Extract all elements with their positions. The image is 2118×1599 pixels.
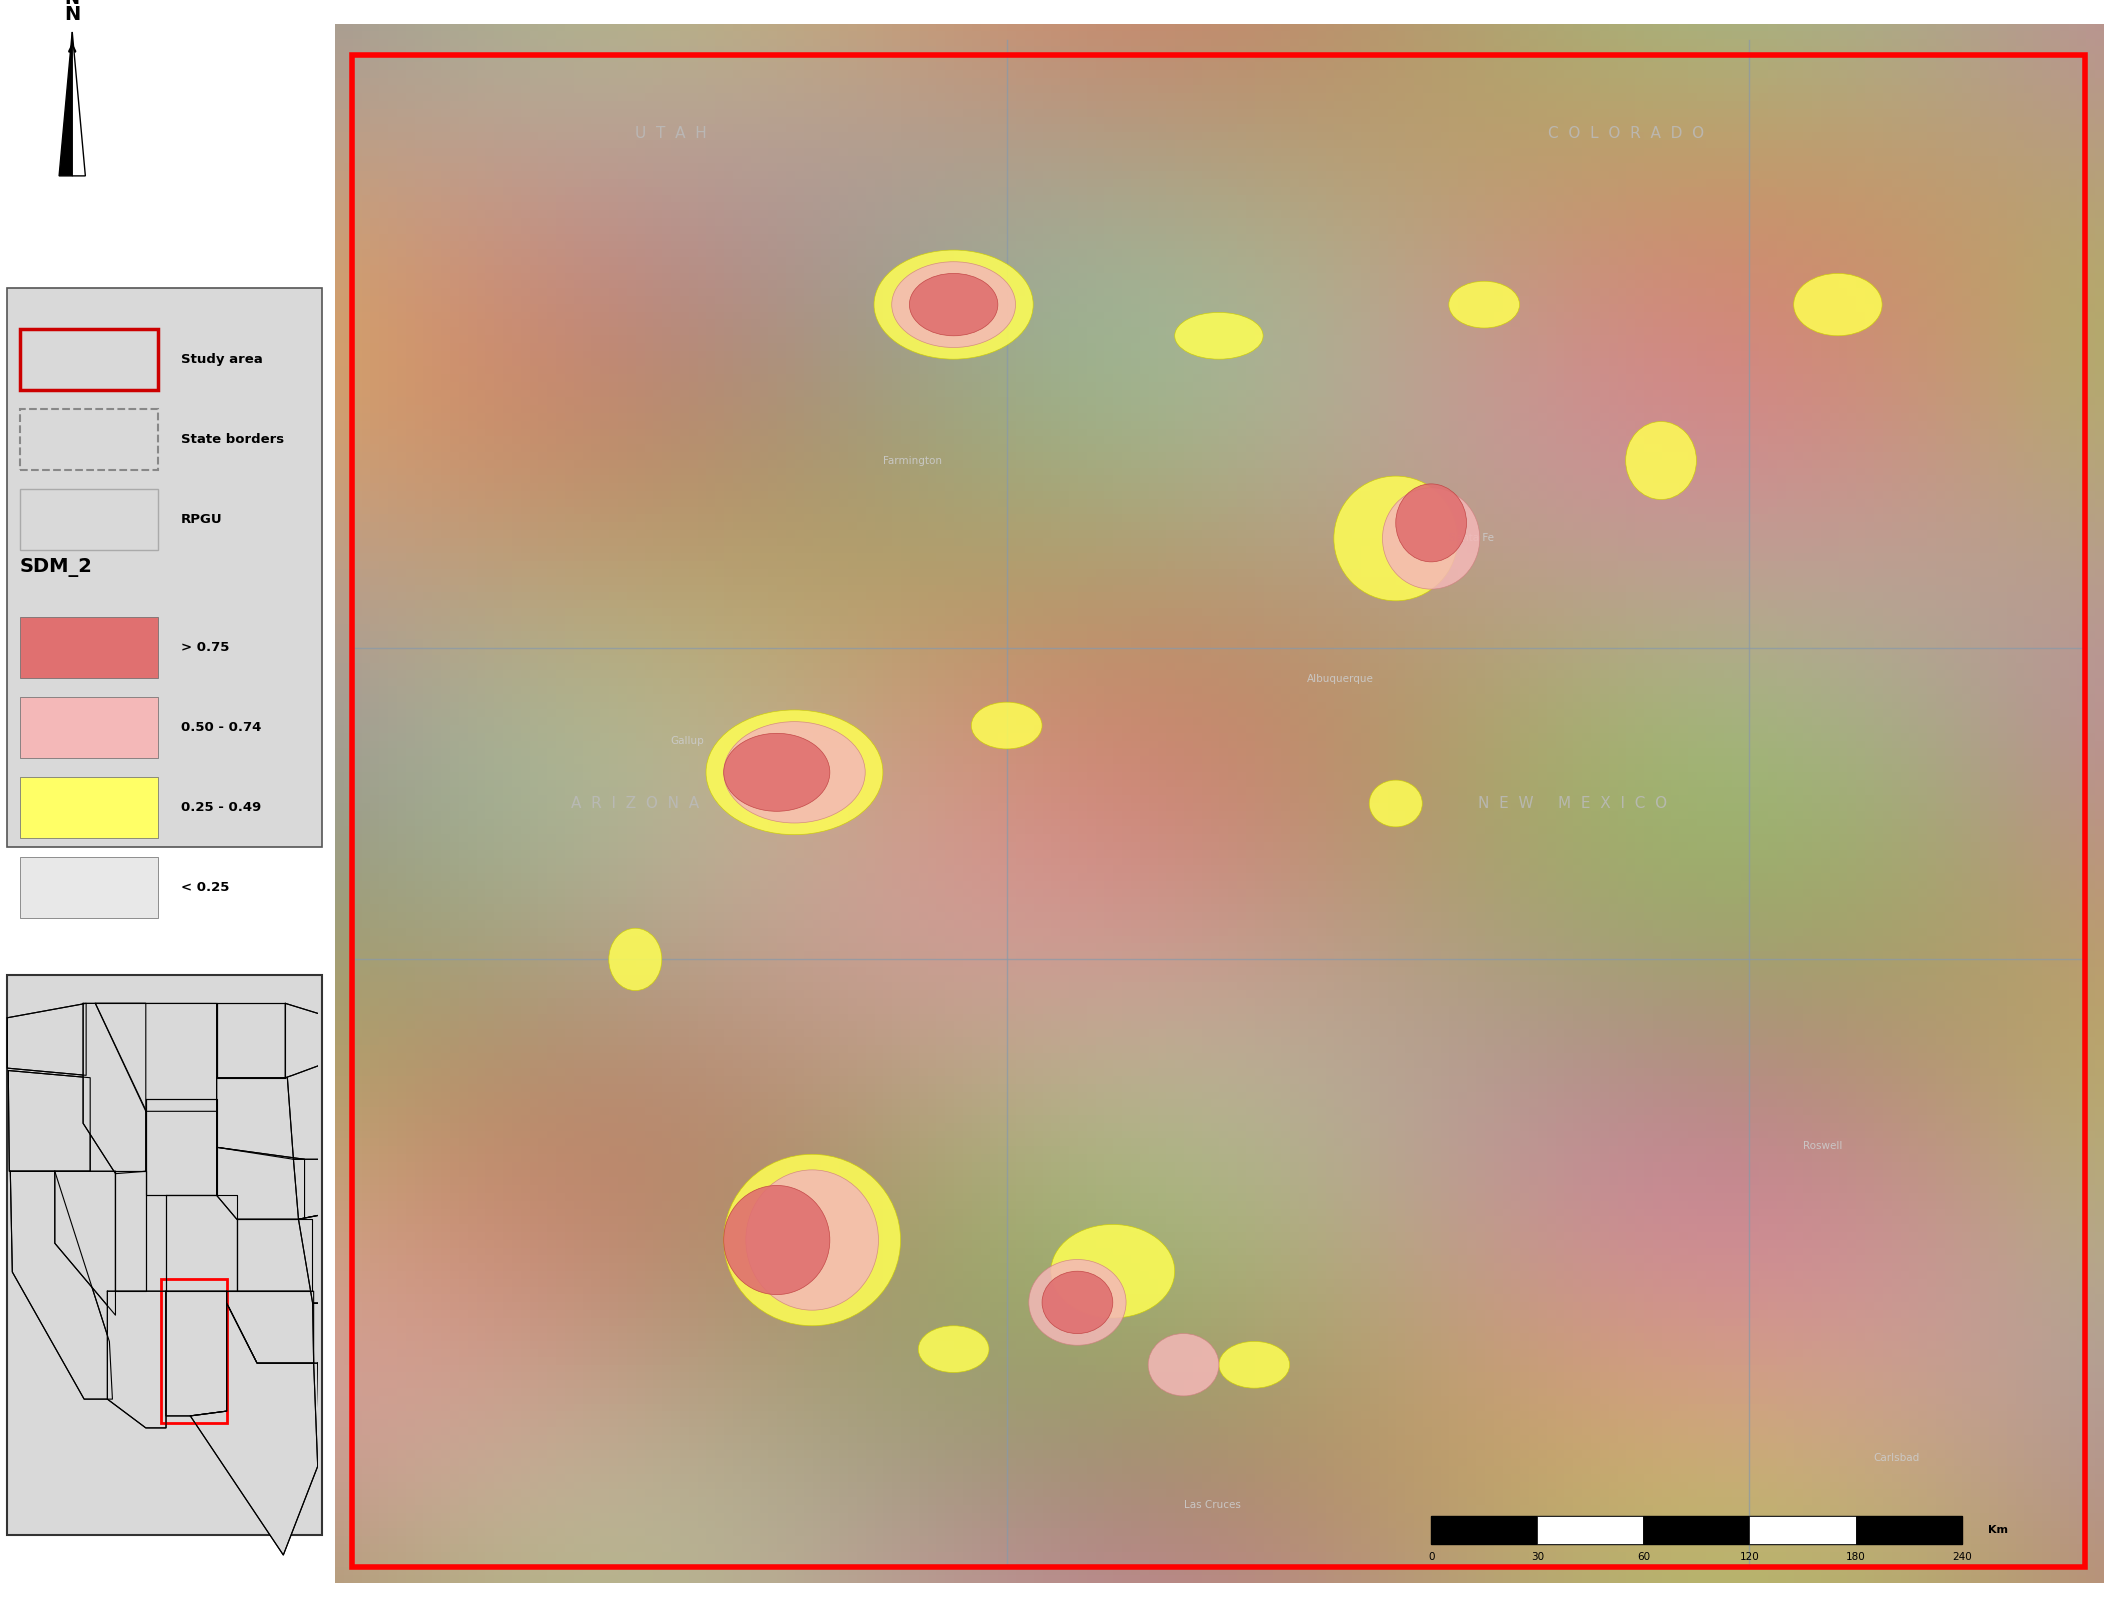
Ellipse shape	[972, 702, 1042, 748]
FancyBboxPatch shape	[19, 617, 157, 678]
Polygon shape	[216, 1004, 286, 1078]
Text: N: N	[64, 5, 80, 24]
Ellipse shape	[705, 710, 883, 835]
Ellipse shape	[724, 734, 830, 811]
Ellipse shape	[1334, 477, 1457, 601]
Polygon shape	[116, 1170, 146, 1292]
Polygon shape	[237, 1218, 311, 1292]
Polygon shape	[55, 1170, 116, 1314]
FancyBboxPatch shape	[19, 857, 157, 918]
Text: Las Cruces: Las Cruces	[1184, 1500, 1241, 1509]
Text: A  R  I  Z  O  N  A: A R I Z O N A	[572, 796, 699, 811]
Ellipse shape	[1368, 780, 1423, 827]
Ellipse shape	[909, 273, 998, 336]
Text: Farmington: Farmington	[883, 456, 943, 465]
Ellipse shape	[724, 1154, 900, 1326]
Polygon shape	[6, 1004, 87, 1075]
Text: C  O  L  O  R  A  D  O: C O L O R A D O	[1548, 126, 1703, 141]
FancyBboxPatch shape	[19, 777, 157, 838]
Bar	[1749, 1516, 1855, 1545]
Text: Carlsbad: Carlsbad	[1872, 1453, 1919, 1463]
Polygon shape	[227, 1292, 313, 1362]
Polygon shape	[294, 1159, 347, 1218]
Ellipse shape	[1042, 1271, 1112, 1334]
Text: RPGU: RPGU	[180, 513, 222, 526]
FancyBboxPatch shape	[6, 975, 322, 1535]
Ellipse shape	[1175, 312, 1262, 360]
Text: < 0.25: < 0.25	[180, 881, 229, 894]
Bar	[1855, 1516, 1961, 1545]
Polygon shape	[313, 1303, 362, 1362]
FancyBboxPatch shape	[6, 288, 322, 847]
Text: State borders: State borders	[180, 433, 284, 446]
FancyBboxPatch shape	[19, 697, 157, 758]
Text: 120: 120	[1739, 1551, 1760, 1562]
Text: 0.50 - 0.74: 0.50 - 0.74	[180, 721, 261, 734]
Polygon shape	[72, 32, 85, 176]
FancyBboxPatch shape	[19, 409, 157, 470]
Text: Santa Fe: Santa Fe	[1449, 534, 1493, 544]
Text: 180: 180	[1845, 1551, 1866, 1562]
Polygon shape	[165, 1196, 237, 1292]
Ellipse shape	[1794, 273, 1883, 336]
Polygon shape	[83, 1004, 146, 1174]
Polygon shape	[216, 1148, 305, 1218]
Bar	[1538, 1516, 1644, 1545]
Ellipse shape	[1051, 1225, 1175, 1318]
Ellipse shape	[1029, 1260, 1127, 1345]
Polygon shape	[191, 1303, 318, 1554]
Bar	[1644, 1516, 1749, 1545]
Ellipse shape	[1449, 281, 1519, 328]
Polygon shape	[146, 1100, 216, 1196]
Polygon shape	[299, 1209, 362, 1303]
Text: U  T  A  H: U T A H	[635, 126, 707, 141]
Ellipse shape	[1396, 484, 1466, 561]
Ellipse shape	[1627, 422, 1697, 499]
Polygon shape	[95, 1004, 216, 1111]
Text: Albuquerque: Albuquerque	[1307, 673, 1375, 684]
Text: Study area: Study area	[180, 353, 263, 366]
Text: SDM_2: SDM_2	[19, 558, 93, 577]
Bar	[161, 1279, 227, 1423]
Ellipse shape	[724, 1185, 830, 1295]
Text: Gallup: Gallup	[671, 736, 705, 747]
Bar	[1432, 1516, 1538, 1545]
Ellipse shape	[875, 249, 1034, 360]
Ellipse shape	[724, 721, 866, 823]
Text: N  E  W     M  E  X  I  C  O: N E W M E X I C O	[1478, 796, 1667, 811]
Text: > 0.75: > 0.75	[180, 641, 229, 654]
Text: 0.25 - 0.49: 0.25 - 0.49	[180, 801, 261, 814]
Ellipse shape	[608, 927, 661, 990]
Polygon shape	[59, 32, 72, 176]
Polygon shape	[8, 1071, 91, 1170]
Polygon shape	[216, 1078, 294, 1159]
FancyBboxPatch shape	[19, 489, 157, 550]
Text: 30: 30	[1531, 1551, 1544, 1562]
Bar	[1432, 1516, 1961, 1545]
Polygon shape	[286, 1004, 362, 1078]
Ellipse shape	[746, 1170, 879, 1310]
FancyBboxPatch shape	[19, 329, 157, 390]
Text: N: N	[66, 0, 80, 8]
Text: 0: 0	[1428, 1551, 1434, 1562]
Polygon shape	[108, 1292, 165, 1428]
Text: 60: 60	[1637, 1551, 1650, 1562]
Polygon shape	[165, 1292, 227, 1417]
Text: 240: 240	[1953, 1551, 1972, 1562]
Text: Km: Km	[1989, 1525, 2008, 1535]
Ellipse shape	[1148, 1334, 1220, 1396]
Text: Roswell: Roswell	[1802, 1142, 1843, 1151]
Ellipse shape	[1383, 488, 1480, 588]
Polygon shape	[11, 1170, 112, 1399]
Ellipse shape	[919, 1326, 989, 1372]
Ellipse shape	[1220, 1342, 1290, 1388]
Ellipse shape	[892, 262, 1015, 347]
Polygon shape	[318, 1362, 369, 1484]
